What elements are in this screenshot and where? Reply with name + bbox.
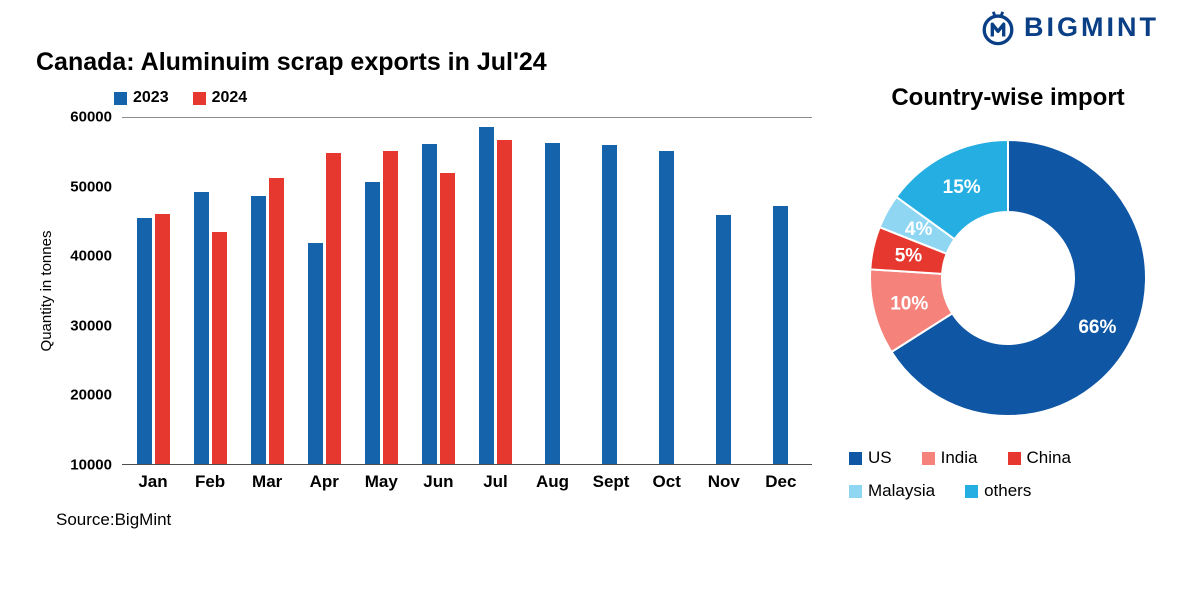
donut-label-malaysia: 4%	[905, 219, 933, 240]
donut-chart-title: Country-wise import	[891, 84, 1125, 111]
bar-2023-oct	[659, 151, 675, 464]
donut-legend-label-malaysia: Malaysia	[868, 481, 936, 500]
bar-group-feb	[193, 118, 227, 464]
bar-group-mar	[250, 118, 284, 464]
x-label-jan: Jan	[138, 472, 168, 491]
legend-swatch-2024	[192, 91, 206, 105]
donut-label-china: 5%	[895, 246, 923, 267]
donut-label-others: 15%	[943, 177, 981, 198]
y-tick-10000: 10000	[70, 456, 112, 474]
bar-2024-jul	[496, 140, 512, 464]
bar-2024-jun	[439, 172, 455, 464]
legend-item-2023: 2023	[114, 89, 169, 107]
bar-group-nov	[707, 118, 741, 464]
bar-2023-dec	[773, 205, 789, 464]
y-tick-20000: 20000	[70, 386, 112, 404]
source-note: Source:BigMint	[56, 510, 172, 529]
bar-2024-apr	[325, 153, 341, 464]
bar-group-dec	[764, 118, 798, 464]
y-tick-40000: 40000	[70, 247, 112, 265]
y-axis-title-column: Quantity in tonnes	[36, 117, 62, 465]
bar-2023-apr	[307, 242, 323, 464]
y-tick-30000: 30000	[70, 317, 112, 335]
bar-2023-jul	[478, 127, 494, 464]
bar-group-oct	[650, 118, 684, 464]
x-label-oct: Oct	[652, 472, 681, 491]
plot-column: Jan Feb Mar Apr May Jun Jul Aug Sept Oct Nov Dec	[122, 117, 812, 492]
donut-legend-swatch-us	[849, 451, 862, 465]
x-axis-labels: Jan Feb Mar Apr May Jun Jul Aug Sept Oct Nov Dec	[122, 472, 812, 492]
donut-legend-item-china: China	[1007, 448, 1071, 468]
y-axis-title: Quantity in tonnes	[38, 230, 55, 352]
bigmint-logo-text: BIGMINT	[1024, 11, 1159, 42]
bar-chart-area: Quantity in tonnes 10000 20000 30000 40000 5…	[36, 109, 822, 492]
y-tick-50000: 50000	[70, 178, 112, 196]
bar-2023-aug	[545, 142, 561, 464]
x-label-jul: Jul	[483, 472, 508, 491]
bar-group-aug	[536, 118, 570, 464]
bar-2024-jan	[154, 213, 170, 464]
legend-label-2023: 2023	[133, 89, 169, 106]
legend-item-2024: 2024	[192, 89, 248, 107]
bigmint-logo-icon	[982, 11, 1014, 46]
donut-legend-label-others: others	[984, 481, 1032, 500]
x-label-may: May	[364, 472, 398, 491]
x-label-dec: Dec	[765, 472, 797, 491]
bigmint-logo: BIGMINT	[979, 8, 1159, 46]
bar-chart-panel: Canada: Aluminuim scrap exports in Jul'2…	[36, 48, 822, 530]
bar-chart-title: Canada: Aluminuim scrap exports in Jul'2…	[36, 48, 547, 76]
bar-2023-jan	[136, 218, 152, 464]
donut-legend-label-us: US	[868, 448, 892, 467]
legend-swatch-2023	[114, 91, 127, 105]
donut-legend-item-us: US	[849, 448, 892, 468]
donut-slice-us	[890, 138, 1147, 417]
donut-legend-label-india: India	[940, 448, 978, 467]
bar-group-may	[364, 118, 398, 464]
y-axis-ticks: 10000 20000 30000 40000 50000 60000	[62, 109, 122, 474]
x-label-feb: Feb	[194, 472, 226, 491]
donut-label-india: 10%	[890, 293, 928, 314]
donut-legend-item-others: others	[965, 481, 1031, 501]
donut-legend-item-malaysia: Malaysia	[849, 481, 935, 501]
bar-plot	[122, 117, 812, 465]
donut-label-us: 66%	[1078, 317, 1116, 338]
bar-2023-sept	[602, 145, 618, 464]
donut-chart: 66% 10% 5% 4% 15%	[869, 138, 1147, 417]
bar-group-jun	[421, 118, 455, 464]
x-label-jun: Jun	[423, 472, 454, 491]
donut-legend-label-china: China	[1026, 448, 1071, 467]
donut-chart-panel: Country-wise import 66% 10% 5% 4% 15% US Indi…	[843, 84, 1173, 501]
donut-legend-swatch-china	[1007, 451, 1021, 465]
bar-group-jan	[136, 118, 170, 464]
bar-2023-feb	[193, 192, 209, 464]
x-label-aug: Aug	[536, 472, 570, 491]
bar-2023-nov	[716, 214, 732, 464]
bar-2024-may	[382, 150, 398, 464]
x-label-nov: Nov	[707, 472, 740, 491]
bar-2023-may	[364, 182, 380, 464]
y-tick-60000: 60000	[70, 108, 112, 126]
donut-legend: US India China Malaysia others	[843, 448, 1173, 501]
bar-2024-mar	[268, 177, 284, 464]
donut-legend-swatch-india	[921, 451, 935, 465]
donut-slice-others	[894, 138, 1009, 241]
bar-2023-mar	[250, 195, 266, 464]
x-label-mar: Mar	[252, 472, 283, 491]
donut-legend-item-india: India	[921, 448, 978, 468]
bar-group-jul	[478, 118, 512, 464]
bar-2024-feb	[211, 232, 227, 464]
bar-group-apr	[307, 118, 341, 464]
donut-legend-swatch-malaysia	[849, 484, 862, 498]
legend-label-2024: 2024	[211, 89, 248, 106]
x-label-apr: Apr	[309, 472, 339, 491]
bar-group-sept	[593, 118, 627, 464]
bar-chart-legend: 2023 2024	[114, 89, 822, 107]
bar-2023-jun	[421, 144, 437, 464]
x-label-sept: Sept	[592, 472, 630, 491]
donut-legend-swatch-others	[965, 484, 979, 498]
